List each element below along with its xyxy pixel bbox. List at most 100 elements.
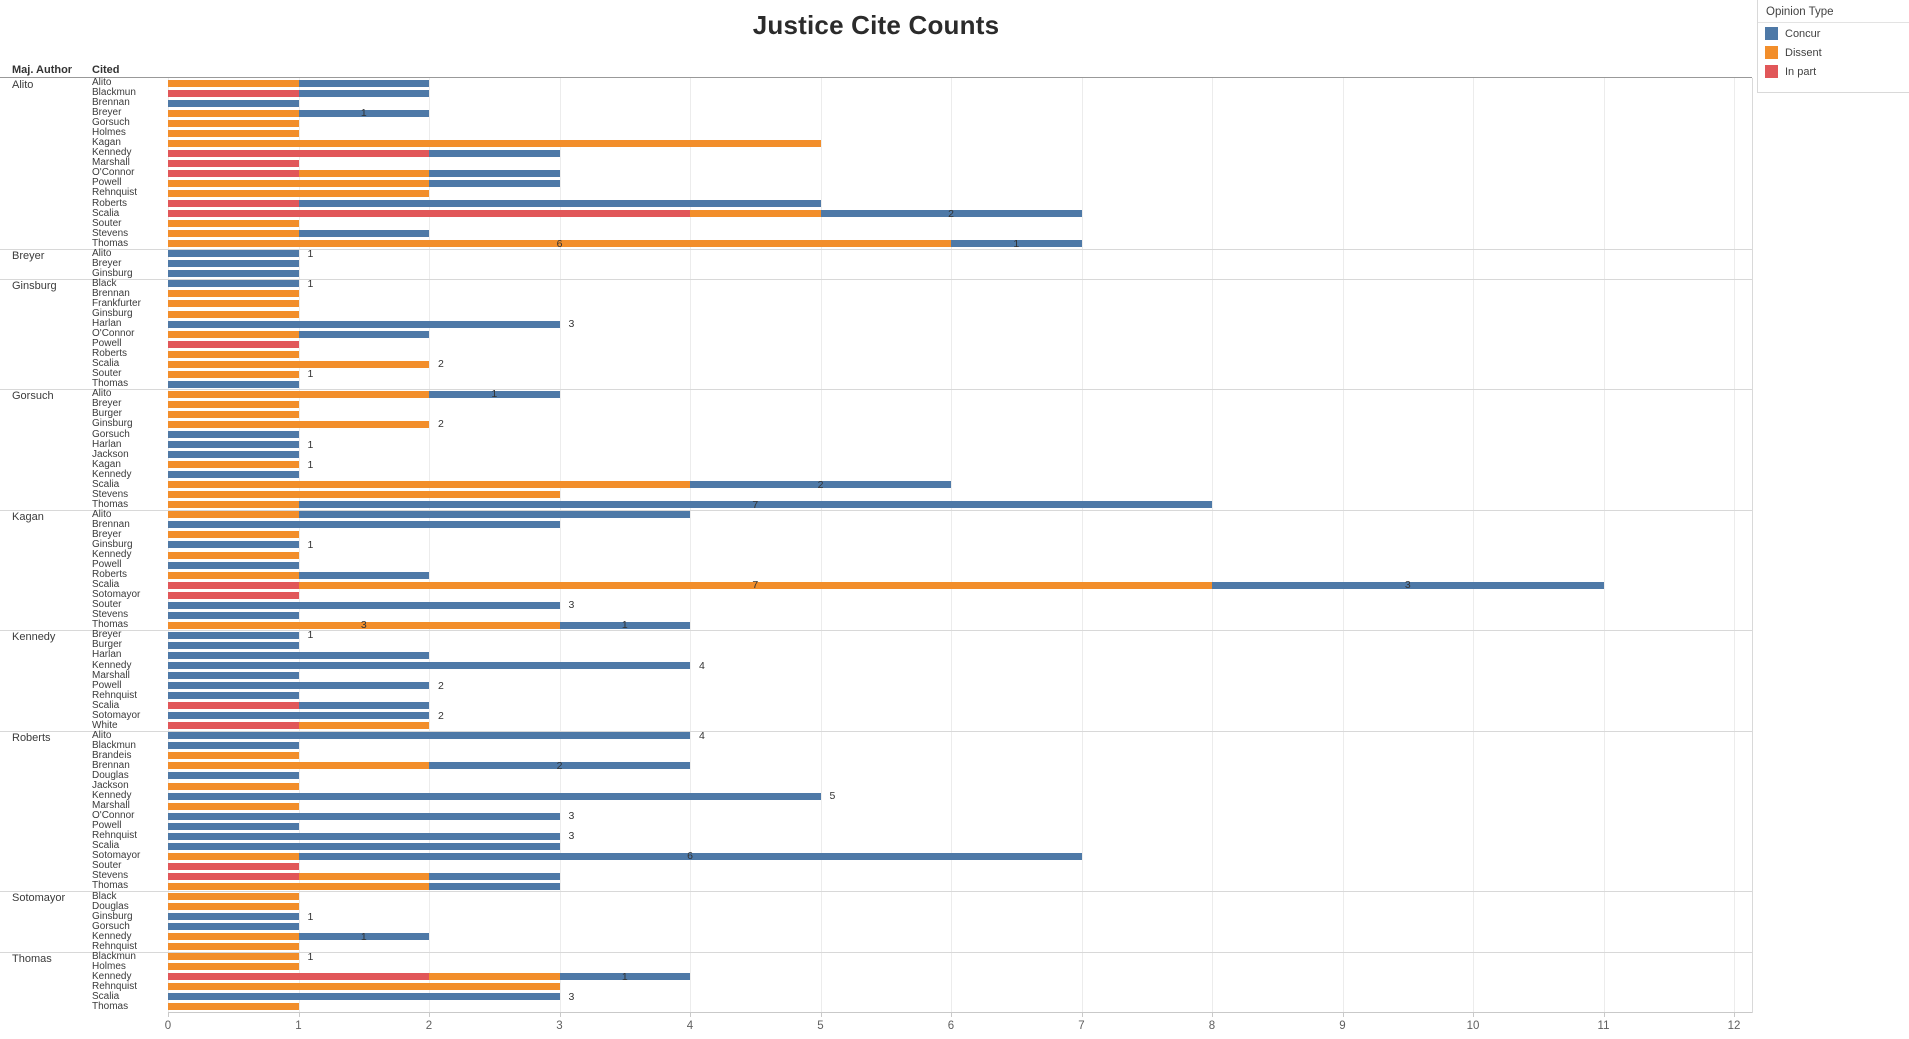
dissent-segment[interactable]: [168, 551, 299, 559]
concur-segment[interactable]: [168, 611, 299, 619]
concur-segment[interactable]: [298, 330, 429, 338]
concur-segment[interactable]: [298, 230, 429, 238]
concur-segment[interactable]: [168, 662, 690, 669]
concur-segment[interactable]: [1212, 581, 1604, 589]
concur-segment[interactable]: [298, 511, 690, 519]
concur-segment[interactable]: [168, 812, 560, 820]
in-part-segment[interactable]: [168, 200, 299, 208]
concur-segment[interactable]: [429, 762, 690, 770]
dissent-segment[interactable]: [168, 461, 299, 469]
concur-segment[interactable]: [168, 732, 690, 740]
legend-item-concur[interactable]: Concur: [1758, 25, 1909, 42]
dissent-segment[interactable]: [168, 79, 299, 87]
in-part-segment[interactable]: [168, 722, 299, 730]
dissent-segment[interactable]: [168, 330, 299, 338]
in-part-segment[interactable]: [168, 581, 299, 589]
dissent-segment[interactable]: [168, 400, 299, 408]
concur-segment[interactable]: [298, 89, 429, 97]
concur-segment[interactable]: [168, 431, 299, 439]
dissent-segment[interactable]: [168, 752, 299, 760]
concur-segment[interactable]: [168, 742, 299, 750]
dissent-segment[interactable]: [168, 1003, 299, 1011]
concur-segment[interactable]: [168, 672, 299, 680]
concur-segment[interactable]: [429, 169, 560, 177]
concur-segment[interactable]: [168, 541, 299, 549]
in-part-segment[interactable]: [168, 340, 299, 348]
dissent-segment[interactable]: [168, 390, 429, 398]
legend-item-inpart[interactable]: In part: [1758, 63, 1909, 80]
concur-segment[interactable]: [429, 882, 560, 890]
dissent-segment[interactable]: [168, 571, 299, 579]
dissent-segment[interactable]: [168, 501, 299, 509]
dissent-segment[interactable]: [168, 782, 299, 790]
concur-segment[interactable]: [951, 240, 1082, 248]
dissent-segment[interactable]: [168, 410, 299, 418]
concur-segment[interactable]: [298, 852, 1082, 860]
dissent-segment[interactable]: [168, 230, 299, 238]
concur-segment[interactable]: [168, 651, 429, 659]
dissent-segment[interactable]: [168, 893, 299, 900]
concur-segment[interactable]: [168, 441, 299, 449]
concur-segment[interactable]: [168, 913, 299, 921]
dissent-segment[interactable]: [168, 139, 821, 147]
dissent-segment[interactable]: [168, 963, 299, 971]
concur-segment[interactable]: [168, 280, 299, 288]
concur-segment[interactable]: [168, 521, 560, 529]
dissent-segment[interactable]: [298, 169, 429, 177]
dissent-segment[interactable]: [168, 350, 299, 358]
concur-segment[interactable]: [168, 923, 299, 931]
concur-segment[interactable]: [168, 822, 299, 830]
concur-segment[interactable]: [298, 571, 429, 579]
concur-segment[interactable]: [168, 842, 560, 850]
dissent-segment[interactable]: [168, 933, 299, 941]
dissent-segment[interactable]: [168, 300, 299, 308]
in-part-segment[interactable]: [168, 702, 299, 710]
legend-item-dissent[interactable]: Dissent: [1758, 44, 1909, 61]
dissent-segment[interactable]: [168, 491, 560, 499]
concur-segment[interactable]: [168, 320, 560, 328]
in-part-segment[interactable]: [168, 149, 429, 157]
dissent-segment[interactable]: [168, 360, 429, 368]
dissent-segment[interactable]: [168, 189, 429, 197]
dissent-segment[interactable]: [168, 802, 299, 810]
dissent-segment[interactable]: [168, 290, 299, 298]
concur-segment[interactable]: [298, 200, 821, 208]
dissent-segment[interactable]: [168, 129, 299, 137]
in-part-segment[interactable]: [168, 159, 299, 167]
dissent-segment[interactable]: [168, 903, 299, 911]
dissent-segment[interactable]: [168, 983, 560, 991]
in-part-segment[interactable]: [168, 169, 299, 177]
concur-segment[interactable]: [429, 390, 560, 398]
dissent-segment[interactable]: [298, 722, 429, 730]
concur-segment[interactable]: [168, 471, 299, 479]
in-part-segment[interactable]: [168, 591, 299, 599]
concur-segment[interactable]: [168, 682, 429, 690]
dissent-segment[interactable]: [168, 481, 690, 489]
concur-segment[interactable]: [298, 109, 429, 117]
concur-segment[interactable]: [298, 501, 1212, 509]
concur-segment[interactable]: [168, 260, 299, 268]
dissent-segment[interactable]: [168, 119, 299, 127]
concur-segment[interactable]: [168, 832, 560, 840]
concur-segment[interactable]: [168, 772, 299, 780]
dissent-segment[interactable]: [168, 621, 560, 629]
dissent-segment[interactable]: [168, 109, 299, 117]
concur-segment[interactable]: [298, 933, 429, 941]
concur-segment[interactable]: [168, 380, 299, 388]
dissent-segment[interactable]: [168, 953, 299, 961]
in-part-segment[interactable]: [168, 973, 429, 981]
in-part-segment[interactable]: [168, 862, 299, 870]
dissent-segment[interactable]: [168, 220, 299, 228]
in-part-segment[interactable]: [168, 89, 299, 97]
concur-segment[interactable]: [168, 99, 299, 107]
concur-segment[interactable]: [690, 481, 951, 489]
concur-segment[interactable]: [168, 692, 299, 700]
concur-segment[interactable]: [168, 250, 299, 258]
dissent-segment[interactable]: [298, 872, 429, 880]
concur-segment[interactable]: [559, 621, 690, 629]
dissent-segment[interactable]: [168, 370, 299, 378]
dissent-segment[interactable]: [429, 973, 560, 981]
concur-segment[interactable]: [168, 792, 821, 800]
dissent-segment[interactable]: [168, 310, 299, 318]
concur-segment[interactable]: [168, 451, 299, 459]
